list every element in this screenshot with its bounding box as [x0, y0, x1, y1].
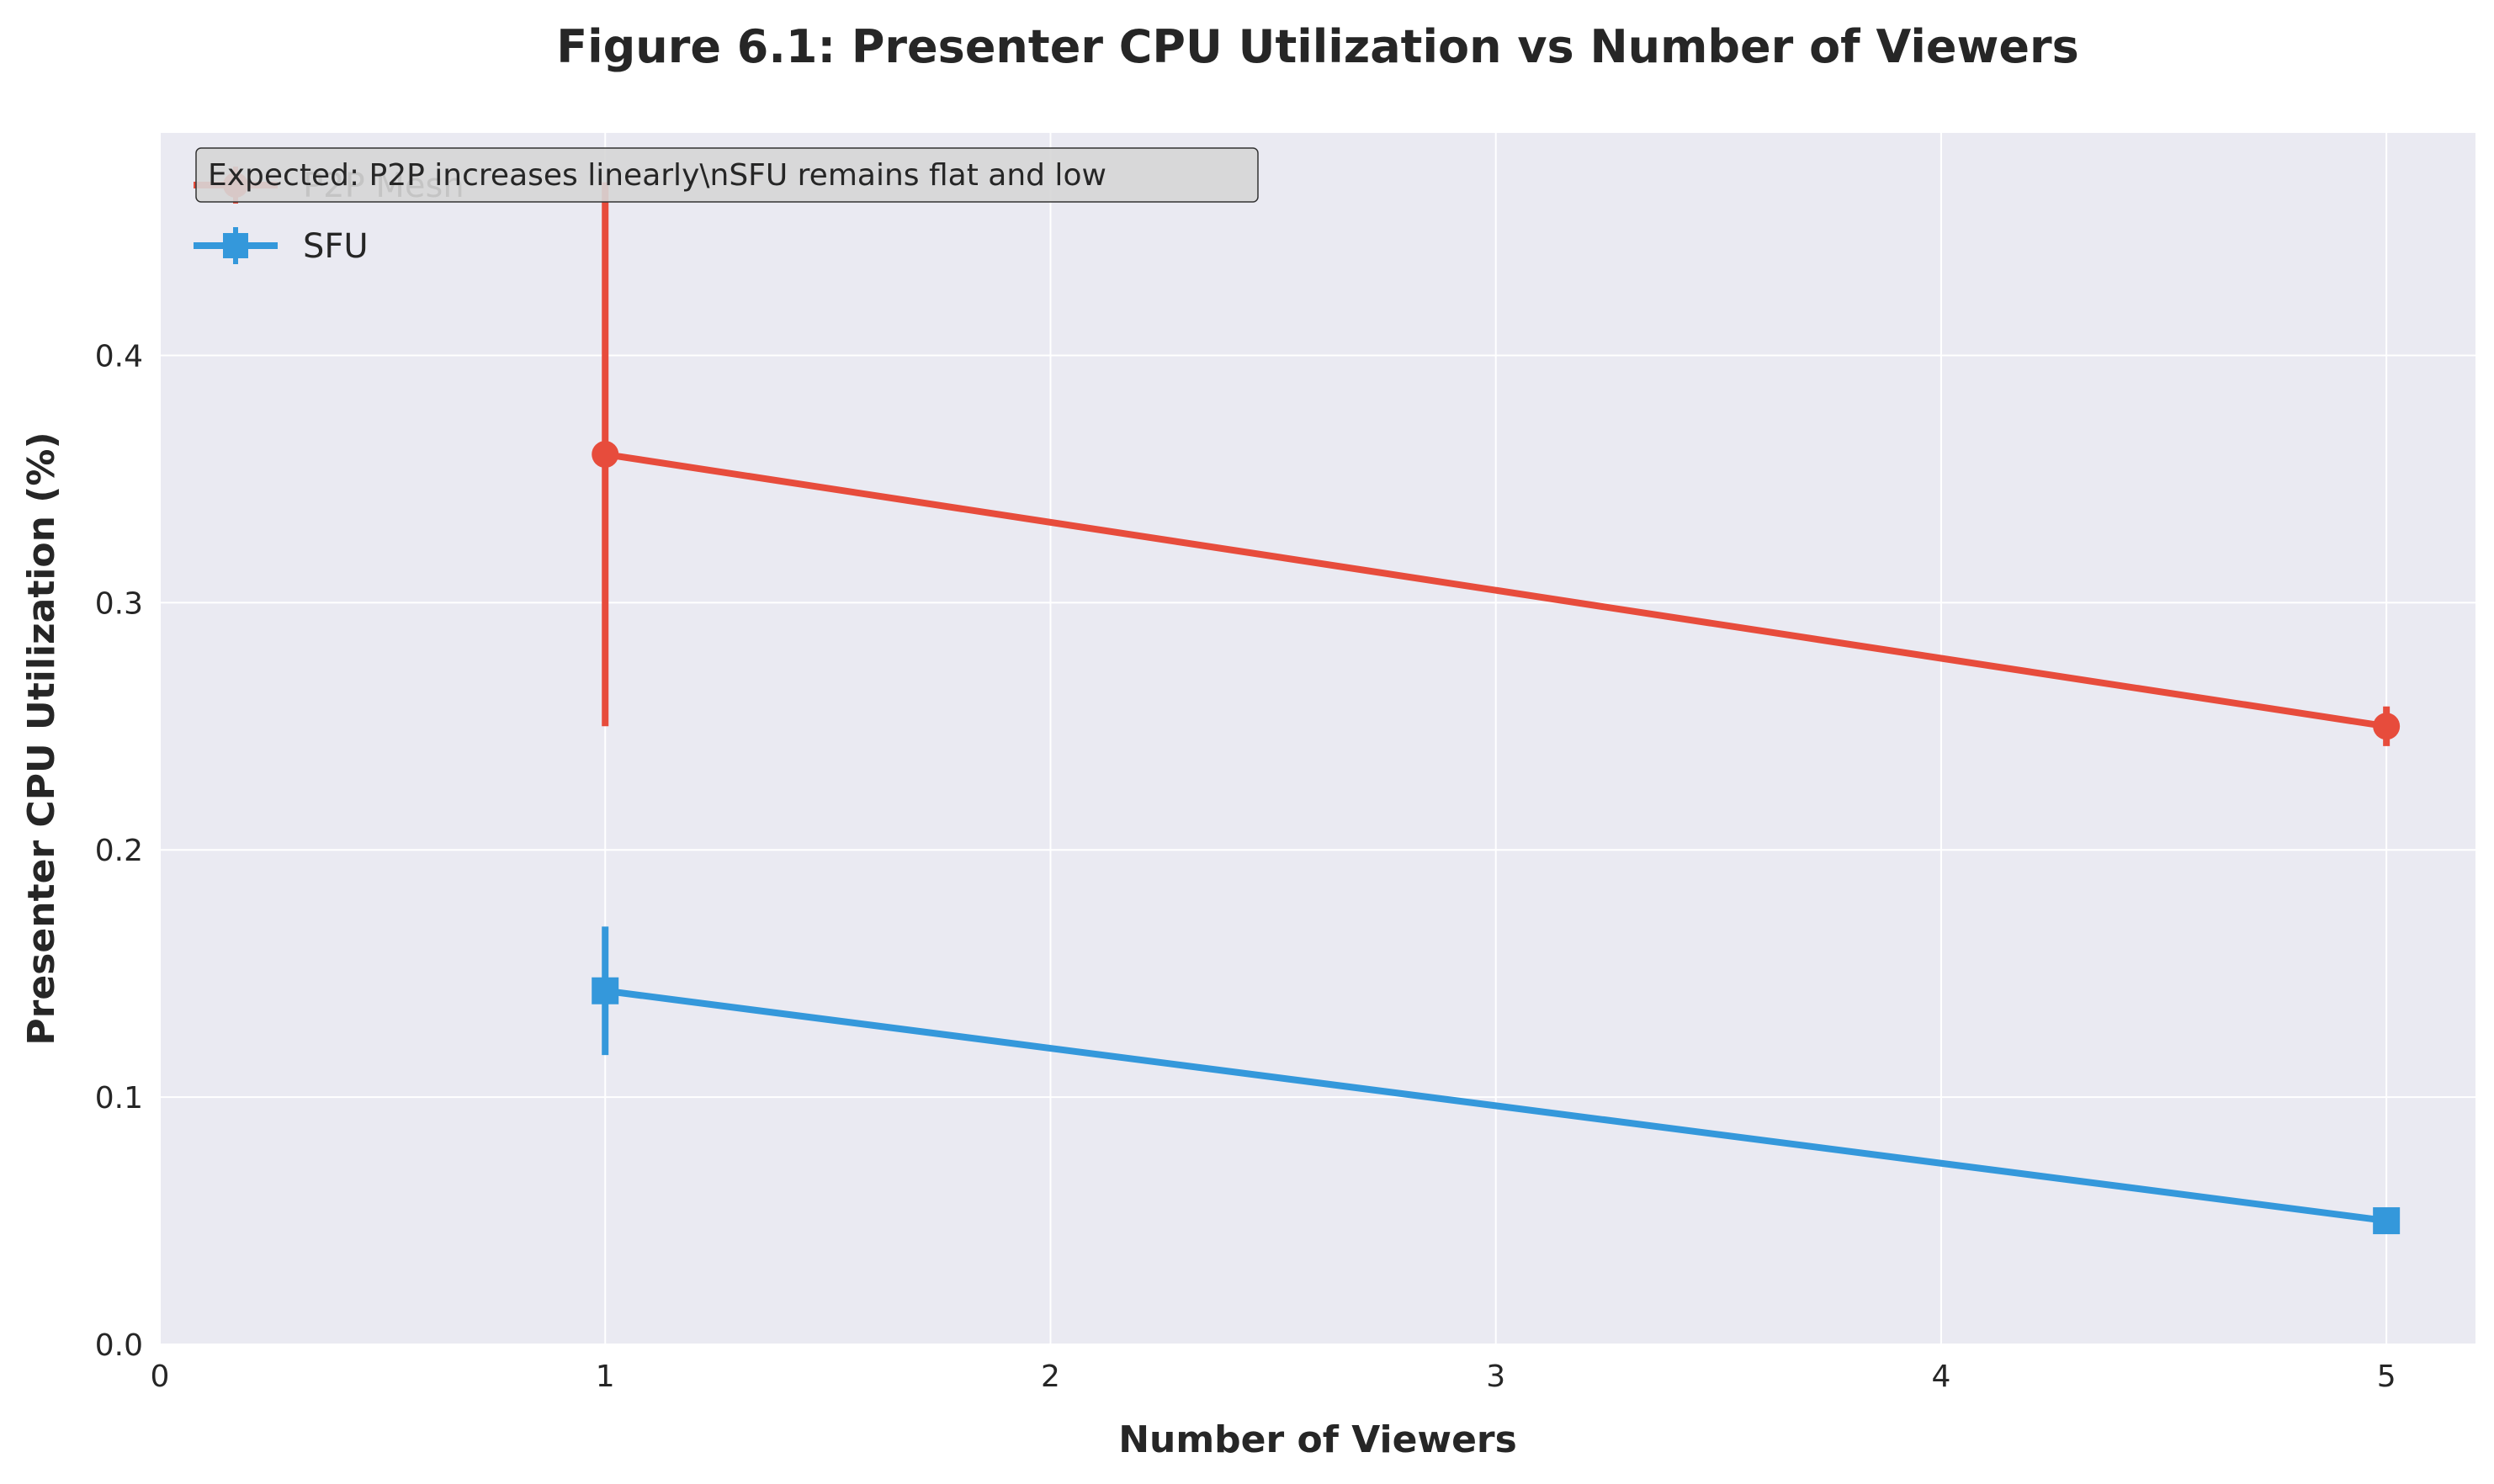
y-tick-label: 0.0	[95, 1328, 143, 1363]
x-tick-label: 2	[1041, 1359, 1060, 1394]
series-line	[604, 987, 2387, 1225]
annotation-text: Expected: P2P increases linearly\nSFU re…	[208, 158, 1106, 193]
x-tick-label: 0	[151, 1359, 170, 1394]
data-point	[592, 441, 619, 469]
series-line	[604, 451, 2387, 730]
x-axis-label: Number of Viewers	[1118, 1418, 1517, 1461]
x-tick-label: 3	[1486, 1359, 1505, 1394]
data-point	[592, 977, 619, 1004]
x-tick-label: 1	[596, 1359, 615, 1394]
legend-item: SFU	[194, 227, 369, 266]
x-tick-label: 5	[2377, 1359, 2396, 1394]
x-tick-label: 4	[1931, 1359, 1950, 1394]
annotation-background	[195, 147, 1259, 203]
tick-labels: 0 1 2 3 4 5 0.0 0.1 0.2 0.3 0.4	[95, 339, 2396, 1394]
y-tick-label: 0.2	[95, 834, 143, 868]
data-point	[2373, 713, 2401, 740]
data-point	[2373, 1207, 2401, 1235]
y-tick-label: 0.3	[95, 586, 143, 621]
legend-marker-icon	[223, 233, 248, 258]
legend-label: SFU	[303, 227, 369, 266]
plot-background	[160, 133, 2475, 1344]
y-axis-label: Presenter CPU Utilization (%)	[20, 432, 63, 1045]
series-sfu	[592, 926, 2401, 1235]
y-tick-label: 0.1	[95, 1081, 143, 1116]
chart-title: Figure 6.1: Presenter CPU Utilization vs…	[556, 20, 2079, 73]
annotation-box: Expected: P2P increases linearly\nSFU re…	[195, 147, 1259, 203]
y-tick-label: 0.4	[95, 339, 143, 374]
series-p2p-mesh	[592, 182, 2401, 746]
series-group	[592, 182, 2401, 1235]
